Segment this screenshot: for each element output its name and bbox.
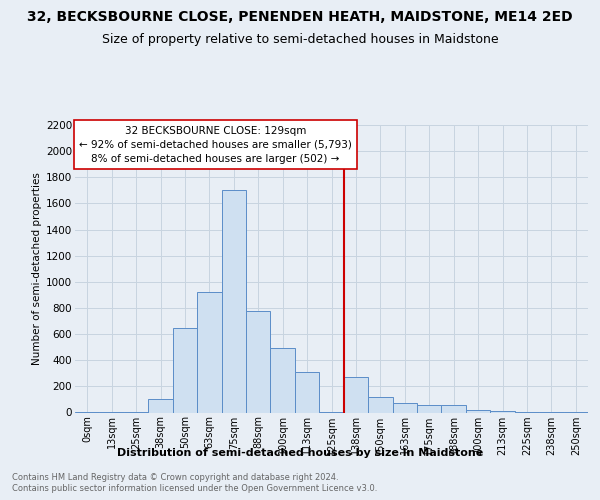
Text: Contains HM Land Registry data © Crown copyright and database right 2024.: Contains HM Land Registry data © Crown c… <box>12 472 338 482</box>
Text: 32 BECKSBOURNE CLOSE: 129sqm
← 92% of semi-detached houses are smaller (5,793)
8: 32 BECKSBOURNE CLOSE: 129sqm ← 92% of se… <box>79 126 352 164</box>
Bar <box>271 348 295 412</box>
Bar <box>344 377 368 412</box>
Bar <box>490 411 515 412</box>
Text: Contains public sector information licensed under the Open Government Licence v3: Contains public sector information licen… <box>12 484 377 493</box>
Y-axis label: Number of semi-detached properties: Number of semi-detached properties <box>32 172 42 365</box>
Bar <box>392 404 417 412</box>
Bar <box>246 311 271 412</box>
Text: Distribution of semi-detached houses by size in Maidstone: Distribution of semi-detached houses by … <box>117 448 483 458</box>
Bar <box>173 328 197 412</box>
Bar <box>442 406 466 412</box>
Text: 32, BECKSBOURNE CLOSE, PENENDEN HEATH, MAIDSTONE, ME14 2ED: 32, BECKSBOURNE CLOSE, PENENDEN HEATH, M… <box>27 10 573 24</box>
Bar <box>368 397 392 412</box>
Bar <box>295 372 319 412</box>
Bar <box>417 404 442 412</box>
Bar <box>197 292 221 412</box>
Bar <box>466 410 490 412</box>
Bar <box>148 400 173 412</box>
Bar <box>221 190 246 412</box>
Text: Size of property relative to semi-detached houses in Maidstone: Size of property relative to semi-detach… <box>101 32 499 46</box>
